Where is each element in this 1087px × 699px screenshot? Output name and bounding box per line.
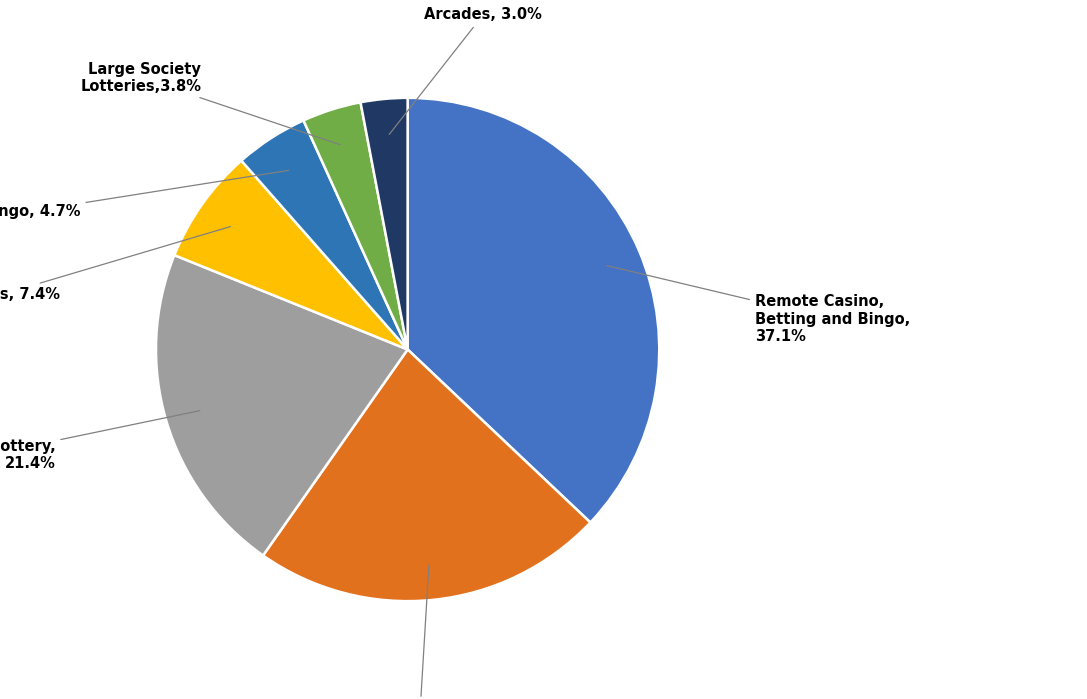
Text: Casinos, 7.4%: Casinos, 7.4%	[0, 226, 230, 302]
Wedge shape	[157, 255, 408, 556]
Wedge shape	[241, 120, 408, 350]
Text: Large Society
Lotteries,3.8%: Large Society Lotteries,3.8%	[80, 62, 340, 145]
Text: Arcades, 3.0%: Arcades, 3.0%	[389, 8, 542, 134]
Text: Betting, 22.7%: Betting, 22.7%	[359, 565, 482, 699]
Text: National Lottery,
21.4%: National Lottery, 21.4%	[0, 410, 200, 471]
Wedge shape	[174, 161, 408, 350]
Wedge shape	[263, 350, 590, 601]
Wedge shape	[361, 98, 408, 350]
Text: Bingo, 4.7%: Bingo, 4.7%	[0, 171, 289, 219]
Text: Remote Casino,
Betting and Bingo,
37.1%: Remote Casino, Betting and Bingo, 37.1%	[607, 266, 910, 344]
Wedge shape	[303, 102, 408, 350]
Wedge shape	[408, 98, 659, 522]
